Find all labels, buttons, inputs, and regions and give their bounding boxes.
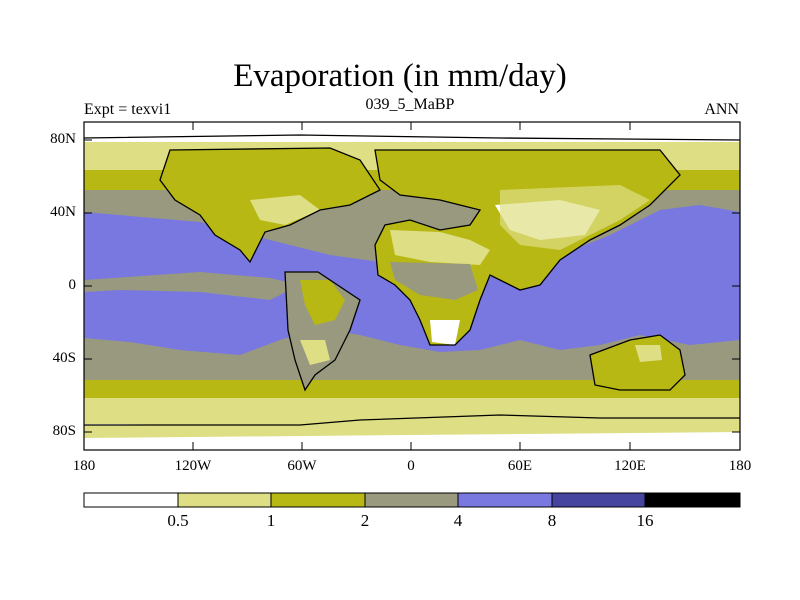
colorbar-label-0-5: 0.5 [167,511,189,530]
x-tick-label-0: 0 [407,458,415,474]
colorbar-box-2 [177,492,272,508]
sahara-dry [390,230,490,265]
colorbar-label-2: 2 [360,511,370,530]
season-label: ANN [704,101,739,118]
x-tick-label-180e: 180 [728,458,752,474]
colorbar-label-16: 16 [636,511,654,530]
colorbar-box-7 [644,492,741,508]
coastlines [84,134,740,426]
colorbar-label-1: 1 [266,511,276,530]
experiment-label: Expt = texvi1 [84,101,172,118]
colorbar-box-1 [83,492,179,508]
pacific-grey-tongue [84,272,300,300]
colorbar [83,492,741,508]
antarctica-interior [84,432,740,450]
x-tick-label-60e: 60E [507,458,533,474]
x-tick-label-180w: 180 [72,458,96,474]
axis-ticks [83,122,741,450]
x-tick-label-120e: 120E [614,458,646,474]
map-fields [84,122,740,450]
colorbar-box-4 [364,492,459,508]
y-tick-label-80s: 80S [52,423,76,439]
central-africa-grey [390,262,478,300]
colorbar-box-3 [270,492,366,508]
australia-dry [635,345,662,362]
colorbar-box-6 [551,492,646,508]
asia-pale [500,185,650,250]
colorbar-box-5 [457,492,553,508]
north-america-dry [250,195,320,225]
colorbar-label-8: 8 [547,511,557,530]
australia-field [590,335,685,390]
y-tick-label-80n: 80N [50,131,76,147]
south-america-dry [300,340,330,365]
x-tick-label-120w: 120W [174,458,212,474]
x-tick-label-60w: 60W [287,458,317,474]
south-africa-dry [430,320,460,345]
y-tick-label-40s: 40S [52,350,76,366]
colorbar-label-4: 4 [453,511,463,530]
y-tick-label-40n: 40N [50,204,76,220]
y-tick-label-0: 0 [68,277,77,293]
run-label: 039_5_MaBP [365,96,455,113]
plot-title: Evaporation (in mm/day) [233,58,567,94]
south-america-olive [300,280,345,325]
